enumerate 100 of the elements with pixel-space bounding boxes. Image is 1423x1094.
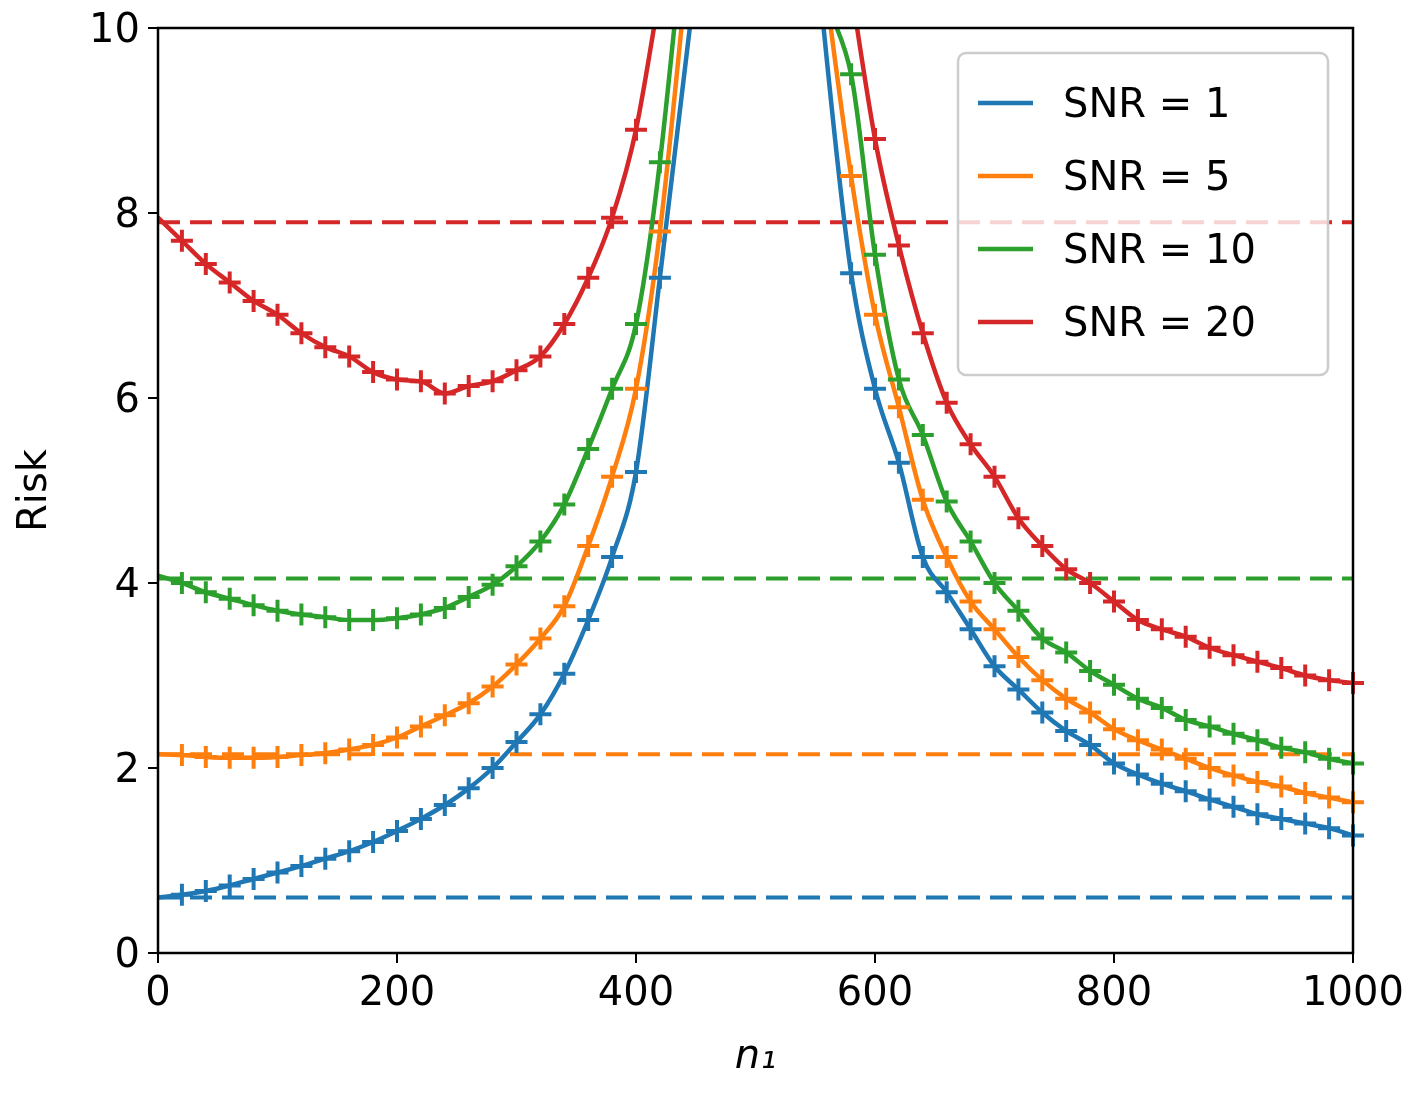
point (1294, 781, 1317, 804)
point (1103, 718, 1125, 741)
point (194, 252, 217, 275)
point (577, 535, 600, 557)
point (1079, 659, 1102, 682)
point (1055, 687, 1078, 710)
point (1198, 757, 1221, 779)
point (959, 590, 982, 613)
point (935, 581, 958, 604)
point (457, 585, 480, 608)
legend-label: SNR = 1 (1063, 80, 1231, 126)
point (1007, 599, 1030, 622)
x-tick-label: 400 (597, 968, 675, 1014)
point (1318, 786, 1341, 809)
x-tick-label: 800 (1075, 968, 1153, 1014)
point (1198, 788, 1221, 811)
point (983, 465, 1006, 488)
x-tick-label: 0 (145, 968, 171, 1014)
x-tick-label: 1000 (1302, 968, 1404, 1014)
point (242, 868, 265, 890)
point (1222, 644, 1245, 667)
y-tick-label: 10 (89, 5, 140, 51)
point (433, 794, 456, 816)
point (840, 262, 863, 285)
point (409, 807, 432, 830)
point (1270, 736, 1293, 759)
point (457, 692, 480, 715)
point (959, 530, 982, 553)
point (1007, 646, 1030, 668)
point (409, 603, 432, 626)
point (362, 831, 385, 853)
point (529, 345, 552, 368)
x-tick-label: 600 (836, 968, 914, 1014)
point (505, 359, 528, 382)
point (864, 303, 886, 326)
point (314, 336, 337, 359)
point (553, 662, 576, 685)
point (1246, 729, 1269, 752)
point (648, 151, 671, 174)
point (290, 322, 313, 345)
point (601, 465, 624, 488)
point (266, 599, 289, 622)
point (601, 206, 624, 229)
point (362, 733, 385, 756)
point (1294, 664, 1317, 687)
point (505, 555, 528, 578)
point (433, 382, 456, 405)
point (218, 271, 241, 294)
point (1055, 720, 1078, 742)
point (864, 243, 886, 266)
point (864, 377, 886, 400)
point (553, 493, 576, 516)
point (529, 530, 552, 553)
point (1174, 780, 1197, 803)
point (887, 234, 910, 257)
point (1246, 650, 1269, 673)
point (625, 461, 647, 483)
point (1079, 701, 1102, 724)
point (170, 229, 193, 252)
point (601, 546, 624, 569)
point (290, 603, 313, 626)
point (840, 165, 863, 187)
point (1103, 752, 1125, 775)
point (1222, 795, 1245, 818)
point (648, 220, 671, 243)
y-tick-label: 4 (114, 560, 140, 606)
point (266, 303, 289, 326)
point (194, 745, 217, 768)
y-tick-label: 0 (114, 930, 140, 976)
point (1318, 669, 1341, 692)
point (1198, 715, 1221, 738)
point (481, 757, 504, 779)
point (1150, 618, 1173, 641)
point (314, 847, 337, 870)
point (1103, 590, 1125, 613)
point (529, 627, 552, 650)
point (983, 655, 1006, 678)
point (242, 289, 265, 312)
point (959, 433, 982, 456)
point (1150, 772, 1173, 795)
point (409, 715, 432, 738)
point (1079, 572, 1102, 594)
point (1270, 807, 1293, 830)
point (577, 437, 600, 460)
point (625, 377, 647, 400)
point (911, 488, 934, 511)
point (553, 595, 576, 618)
point (911, 322, 934, 345)
legend-label: SNR = 10 (1063, 226, 1256, 272)
point (314, 606, 337, 629)
point (338, 345, 361, 368)
point (959, 618, 982, 641)
point (505, 731, 528, 754)
point (1222, 764, 1245, 787)
point (1150, 696, 1173, 719)
point (218, 874, 241, 897)
point (553, 313, 576, 335)
point (648, 266, 671, 289)
point (194, 581, 217, 604)
point (935, 546, 958, 569)
